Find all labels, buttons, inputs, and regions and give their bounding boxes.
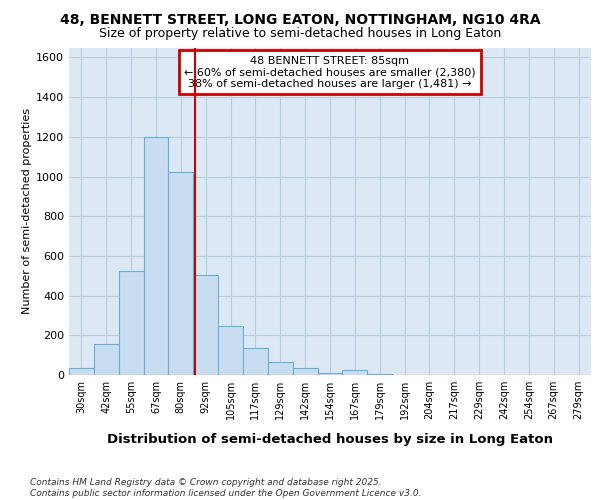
Text: 48, BENNETT STREET, LONG EATON, NOTTINGHAM, NG10 4RA: 48, BENNETT STREET, LONG EATON, NOTTINGH… — [59, 12, 541, 26]
Bar — [119, 271, 143, 375]
Bar — [243, 348, 268, 375]
Bar — [193, 275, 218, 375]
Bar — [293, 368, 317, 375]
Y-axis label: Number of semi-detached properties: Number of semi-detached properties — [22, 108, 32, 314]
Text: 48 BENNETT STREET: 85sqm
← 60% of semi-detached houses are smaller (2,380)
38% o: 48 BENNETT STREET: 85sqm ← 60% of semi-d… — [184, 56, 476, 89]
Bar — [218, 326, 243, 375]
Text: Size of property relative to semi-detached houses in Long Eaton: Size of property relative to semi-detach… — [99, 28, 501, 40]
Bar — [143, 137, 169, 375]
Bar — [268, 362, 293, 375]
Bar — [69, 368, 94, 375]
Bar — [343, 370, 367, 375]
X-axis label: Distribution of semi-detached houses by size in Long Eaton: Distribution of semi-detached houses by … — [107, 433, 553, 446]
Bar — [317, 373, 343, 375]
Bar — [367, 374, 392, 375]
Text: Contains HM Land Registry data © Crown copyright and database right 2025.
Contai: Contains HM Land Registry data © Crown c… — [30, 478, 421, 498]
Bar — [169, 172, 193, 375]
Bar — [94, 344, 119, 375]
